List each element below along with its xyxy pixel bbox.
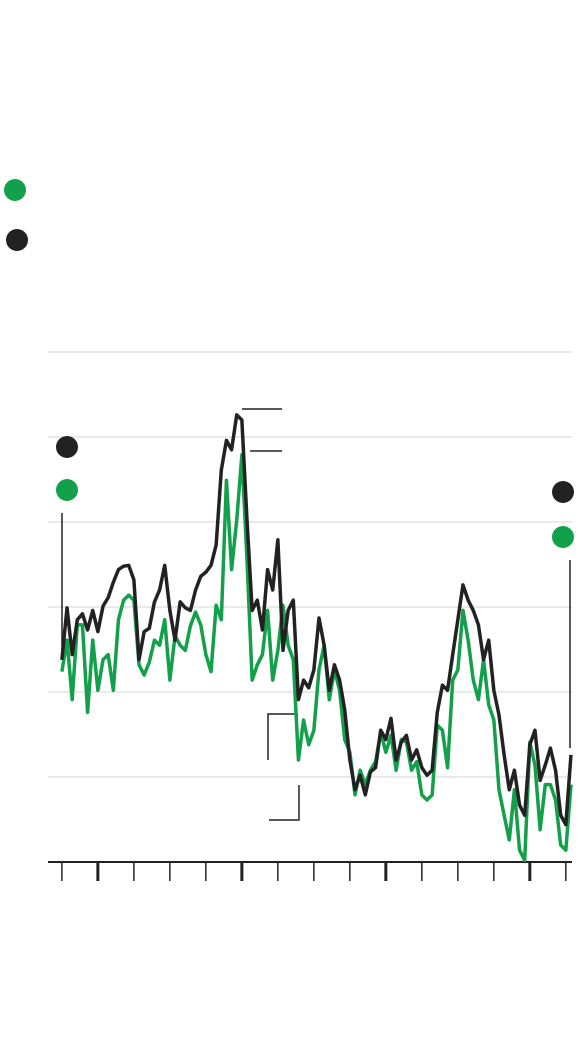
grid — [48, 351, 572, 881]
annotation-bracket — [267, 713, 298, 760]
legend-marker — [4, 179, 26, 201]
data-line — [60, 453, 573, 863]
data-line — [60, 413, 573, 827]
legend-marker — [6, 229, 28, 251]
series-start-marker — [56, 436, 78, 458]
annotation-bracket — [269, 785, 300, 821]
annotation-leaders — [61, 408, 571, 821]
series-end-marker — [552, 526, 574, 548]
series-start-marker — [56, 479, 78, 501]
series-end-marker — [552, 481, 574, 503]
